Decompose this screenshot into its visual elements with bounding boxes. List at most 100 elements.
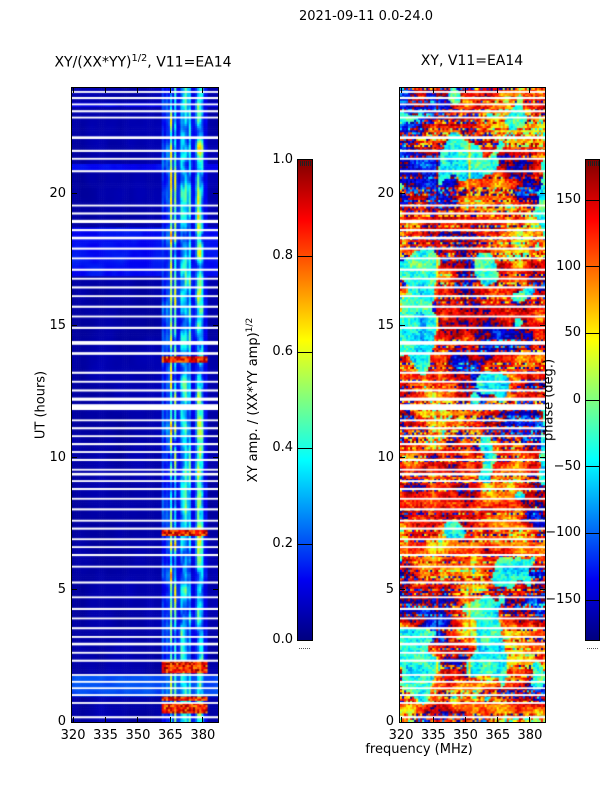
colorbar-end-dot xyxy=(303,648,304,649)
left-plot-title-superscript: 1/2 xyxy=(131,53,148,64)
x-tick xyxy=(465,717,467,722)
colorbar-end-hatch xyxy=(300,161,301,166)
x-tick-label: 350 xyxy=(453,728,478,743)
left-plot-title-rest: , V11=EA14 xyxy=(147,54,232,71)
left-heatmap xyxy=(71,87,219,723)
colorbar-tick-label: 0.8 xyxy=(272,248,293,263)
colorbar-end-dot xyxy=(593,648,594,649)
y-tick-label: 5 xyxy=(57,581,66,597)
y-tick-label: 5 xyxy=(385,581,394,597)
x-tick-label: 365 xyxy=(485,728,511,743)
colorbar-tick xyxy=(586,466,599,468)
x-tick xyxy=(432,88,434,93)
y-tick xyxy=(72,721,77,723)
colorbar-end-hatch xyxy=(304,161,305,166)
colorbar-end-dot xyxy=(591,648,592,649)
y-tick xyxy=(72,325,77,327)
right-colorbar-label: phase (deg.) xyxy=(541,358,557,442)
y-tick xyxy=(213,325,218,327)
y-tick xyxy=(213,193,218,195)
colorbar-tick xyxy=(298,543,312,545)
y-tick xyxy=(213,589,218,591)
colorbar-end-dot xyxy=(307,648,308,649)
x-tick xyxy=(400,717,402,722)
x-tick xyxy=(105,88,107,93)
y-tick-label: 0 xyxy=(385,714,394,729)
colorbar-tick-label: 0.4 xyxy=(272,440,293,455)
colorbar-tick-label: 0.6 xyxy=(272,344,293,359)
colorbar-end-dot xyxy=(589,648,590,649)
colorbar-end-dot xyxy=(595,648,596,649)
y-tick-label: 0 xyxy=(57,714,66,729)
y-tick-label: 15 xyxy=(49,317,66,333)
x-tick xyxy=(400,88,402,93)
colorbar-tick xyxy=(586,332,599,334)
x-tick xyxy=(105,717,107,722)
y-tick xyxy=(72,457,77,459)
colorbar-tick-label: −100 xyxy=(545,525,581,541)
y-tick xyxy=(213,721,218,723)
x-tick-label: 380 xyxy=(517,728,543,743)
x-tick-label: 320 xyxy=(388,728,414,743)
x-tick xyxy=(169,717,171,722)
colorbar-tick xyxy=(586,266,599,268)
colorbar-end-hatch xyxy=(596,161,597,166)
x-tick xyxy=(432,717,434,722)
y-tick xyxy=(400,721,405,723)
colorbar-end-hatch xyxy=(302,161,303,166)
y-tick xyxy=(72,589,77,591)
colorbar-tick-label: 100 xyxy=(556,258,581,274)
y-tick xyxy=(400,457,405,459)
colorbar-end-dot xyxy=(301,648,302,649)
x-tick-label: 365 xyxy=(157,728,183,743)
x-tick-label: 320 xyxy=(60,728,86,743)
left-heatmap-canvas xyxy=(72,88,218,722)
y-tick xyxy=(400,193,405,195)
x-tick xyxy=(529,88,531,93)
colorbar-tick-label: 50 xyxy=(564,325,581,341)
y-tick-label: 10 xyxy=(377,449,394,465)
colorbar-tick-label: 0.0 xyxy=(272,632,293,647)
y-tick xyxy=(540,589,545,591)
right-plot-title: XY, V11=EA14 xyxy=(420,53,524,69)
y-tick-label: 10 xyxy=(49,449,66,465)
colorbar-tick xyxy=(586,399,599,401)
left-colorbar xyxy=(297,159,313,641)
colorbar-tick-label: 150 xyxy=(556,192,581,207)
colorbar-end-hatch xyxy=(594,161,595,166)
colorbar-tick xyxy=(586,199,599,201)
y-tick xyxy=(72,193,77,195)
colorbar-end-hatch xyxy=(598,161,599,166)
x-tick xyxy=(529,717,531,722)
colorbar-end-dot xyxy=(305,648,306,649)
colorbar-end-hatch xyxy=(592,161,593,166)
left-plot-title: XY/(XX*YY)1/2, V11=EA14 xyxy=(54,53,231,71)
colorbar-end-hatch xyxy=(310,161,311,166)
y-tick-label: 20 xyxy=(49,185,66,201)
colorbar-tick xyxy=(298,447,312,449)
figure-title: 2021-09-11 0.0-24.0 xyxy=(299,9,433,24)
y-tick xyxy=(540,457,545,459)
colorbar-end-dot xyxy=(597,648,598,649)
colorbar-tick-label: 0.2 xyxy=(272,536,293,551)
colorbar-end-hatch xyxy=(588,161,589,166)
y-tick-label: 15 xyxy=(377,317,394,333)
left-plot-title-base: XY/(XX*YY) xyxy=(54,54,132,71)
colorbar-end-hatch xyxy=(308,161,309,166)
y-tick xyxy=(400,589,405,591)
y-tick xyxy=(400,325,405,327)
x-tick-label: 380 xyxy=(190,728,216,743)
colorbar-end-hatch xyxy=(306,161,307,166)
y-tick-label: 20 xyxy=(377,185,394,201)
colorbar-end-hatch xyxy=(590,161,591,166)
left-colorbar-gradient xyxy=(298,160,312,640)
ut-axis-label: UT (hours) xyxy=(33,370,49,440)
x-tick xyxy=(137,88,139,93)
colorbar-tick-label: 1.0 xyxy=(272,152,293,167)
colorbar-tick xyxy=(298,255,312,257)
colorbar-end-dot xyxy=(587,648,588,649)
colorbar-tick xyxy=(586,532,599,534)
x-tick xyxy=(202,717,204,722)
colorbar-tick-label: −150 xyxy=(545,592,581,607)
